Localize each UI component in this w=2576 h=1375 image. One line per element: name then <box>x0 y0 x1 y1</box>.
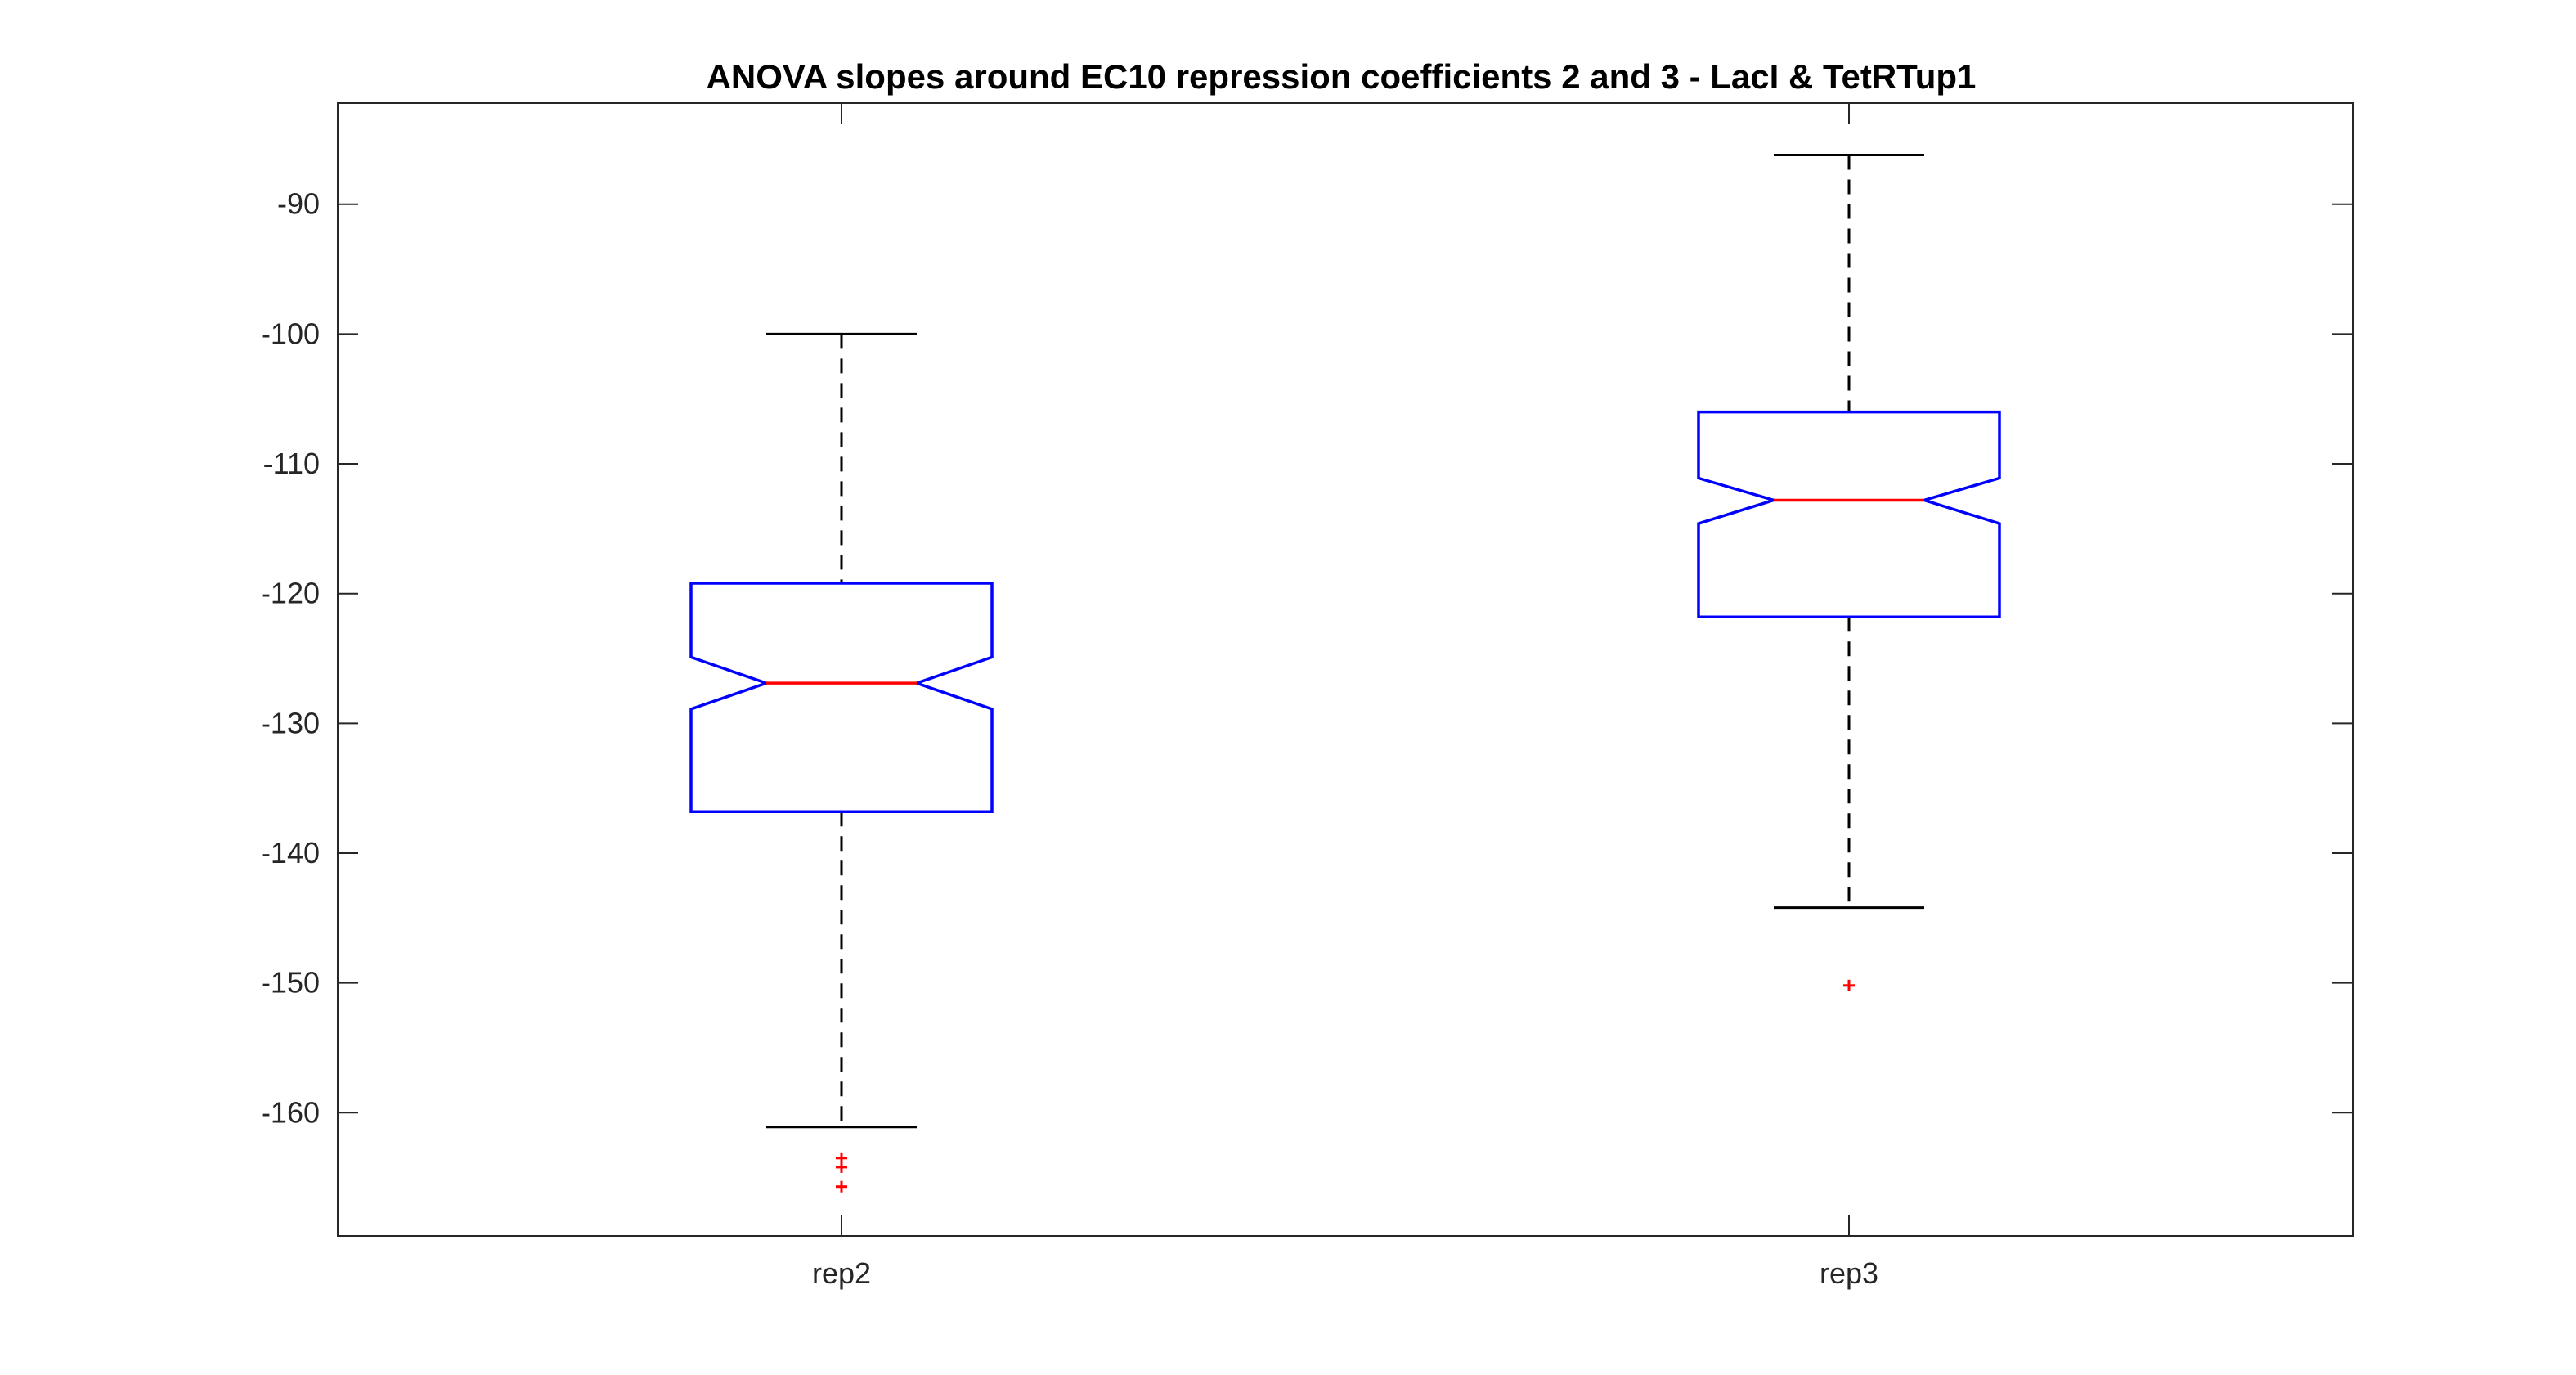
y-tick-label: -130 <box>261 706 320 739</box>
y-axis: -160 -150 -140 -130 -120 -110 -100 -90 <box>261 187 2353 1129</box>
x-tick-label: rep3 <box>1820 1256 1878 1290</box>
chart-title: ANOVA slopes around EC10 repression coef… <box>707 57 1977 96</box>
y-tick-label: -120 <box>261 577 320 610</box>
outlier-point <box>836 1161 847 1173</box>
x-axis: rep2 rep3 <box>812 103 1878 1290</box>
outlier-point <box>1843 979 1855 991</box>
box-rep3 <box>1697 153 2001 991</box>
y-tick-label: -90 <box>277 187 320 221</box>
box-series <box>689 153 2001 1193</box>
plot-area-frame <box>337 102 2354 1237</box>
notched-box <box>689 582 994 813</box>
y-tick-label: -150 <box>261 966 320 1000</box>
outlier-point <box>836 1180 847 1193</box>
y-tick-label: -110 <box>263 447 320 480</box>
y-tick-label: -140 <box>261 836 320 869</box>
notched-box <box>1697 410 2001 618</box>
x-tick-label: rep2 <box>812 1256 871 1290</box>
y-tick-label: -100 <box>261 317 320 350</box>
y-tick-label: -160 <box>261 1095 320 1129</box>
box-rep2 <box>689 332 994 1193</box>
